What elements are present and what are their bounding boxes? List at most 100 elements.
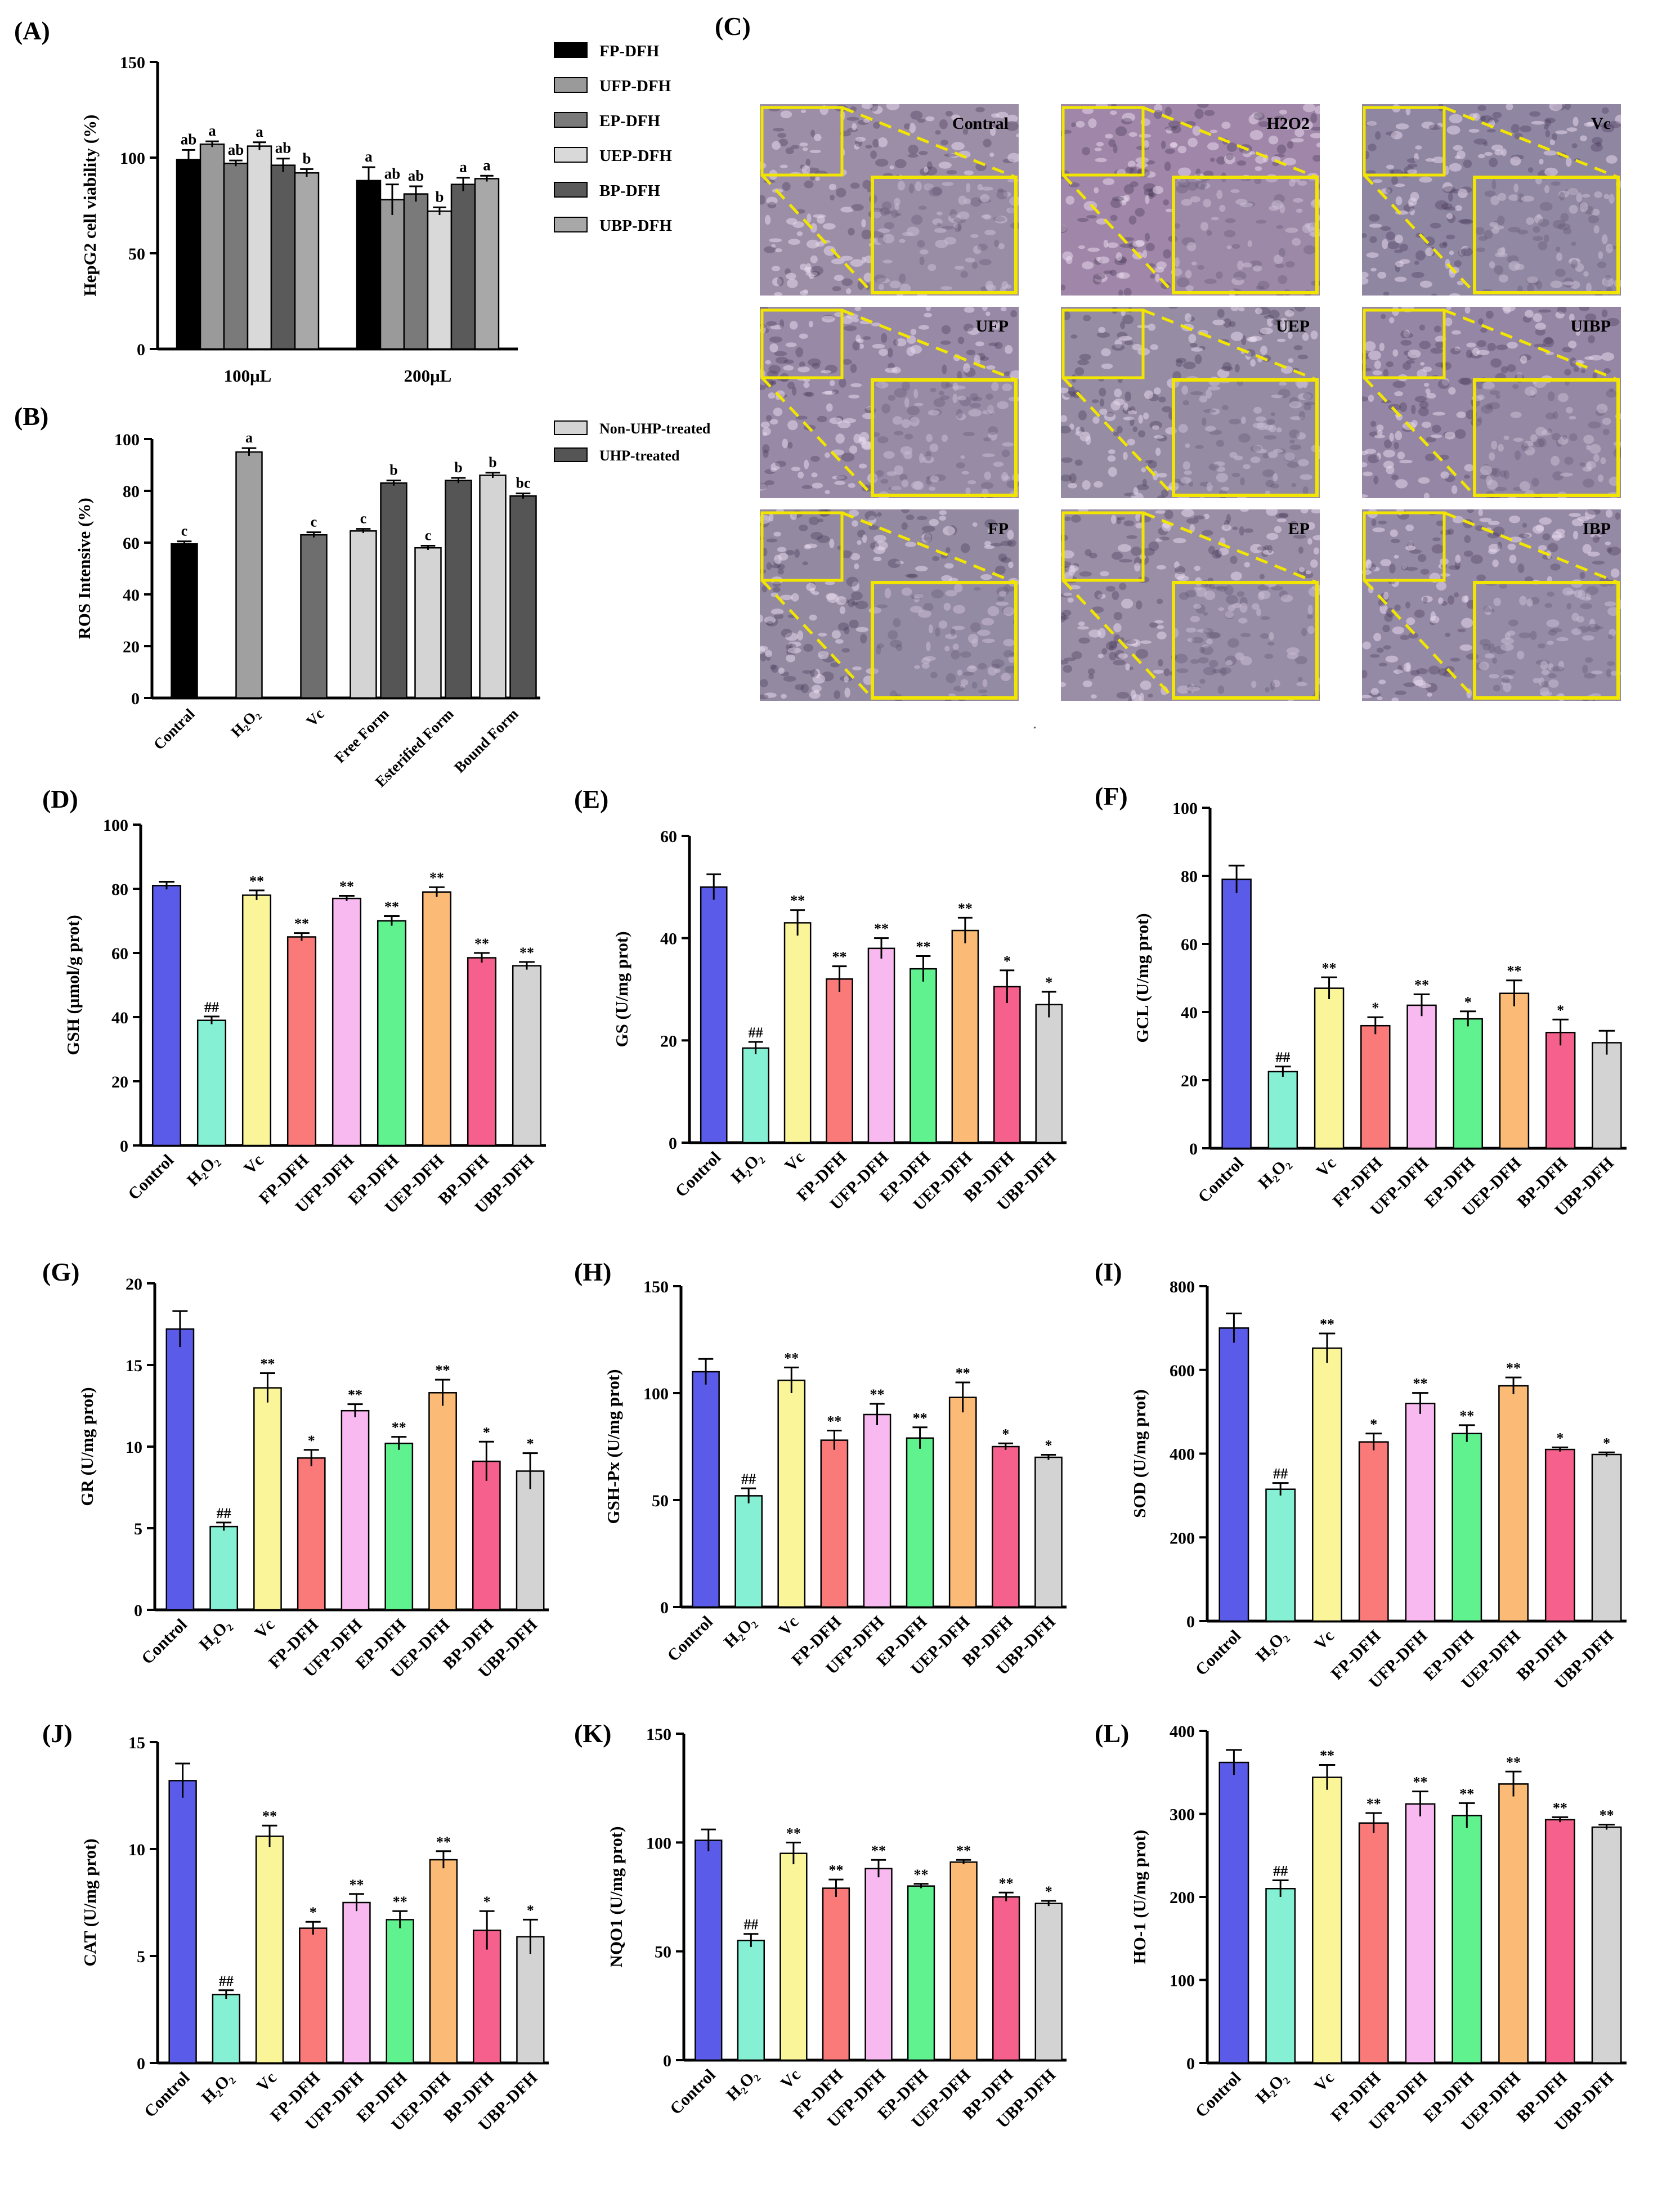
y-tick-label: 40: [123, 586, 140, 605]
significance-mark: *: [527, 1436, 534, 1452]
bar: [241, 894, 272, 1147]
y-tick-label: 150: [646, 1725, 671, 1744]
x-tick-label: Control: [124, 1151, 177, 1204]
y-tick-label: 200: [1170, 1888, 1195, 1907]
bar: [253, 1387, 282, 1611]
bar: [1265, 1888, 1296, 2064]
bar: [863, 1413, 891, 1608]
significance-mark: **: [1459, 1785, 1474, 1802]
bar: [948, 1397, 977, 1608]
significance-letter: bc: [516, 475, 531, 491]
bar: [906, 1437, 934, 1608]
bar: [777, 1379, 806, 1608]
y-tick-label: 15: [128, 1734, 145, 1752]
significance-mark: *: [1556, 1430, 1563, 1446]
significance-letter: b: [489, 454, 496, 471]
bar: [209, 1525, 239, 1611]
x-tick-label: Bound Form: [451, 705, 522, 776]
micrograph-ufp: UFP: [760, 307, 1019, 498]
bar: [822, 1887, 850, 2061]
y-tick-label: 5: [137, 1948, 145, 1966]
bar: [1498, 1385, 1529, 1622]
x-tick-label: H₂O₂: [1252, 2069, 1291, 2107]
significance-mark: **: [870, 1386, 885, 1403]
x-tick-label: Contral: [150, 705, 198, 753]
bar: [700, 886, 728, 1144]
significance-mark: **: [1506, 1754, 1521, 1770]
x-tick-label: Vc: [251, 1615, 278, 1642]
bar: [1358, 1822, 1389, 2064]
y-tick-label: 20: [1181, 1072, 1198, 1090]
y-tick-label: 0: [131, 690, 140, 708]
significance-letter: b: [389, 462, 397, 478]
x-tick-label: Control: [664, 1613, 716, 1666]
significance-mark: **: [871, 1842, 886, 1859]
y-axis-label: CAT (U/mg prot): [80, 1838, 100, 1966]
significance-mark: **: [260, 1356, 275, 1372]
significance-letter: a: [459, 159, 467, 176]
y-tick-label: 0: [1186, 2055, 1195, 2073]
micrograph-label: EP: [1288, 520, 1310, 538]
micrograph-h2o2: H2O2: [1061, 104, 1320, 296]
y-axis-label: NQO1 (U/mg prot): [606, 1827, 626, 1968]
bar: [737, 1940, 765, 2061]
significance-mark: **: [1553, 1800, 1567, 1816]
micrograph-label: Contral: [952, 114, 1009, 133]
bar: [1034, 1903, 1063, 2061]
bar: [350, 530, 377, 699]
x-tick-label: H₂O₂: [723, 2066, 761, 2105]
panel-label: (G): [42, 1257, 79, 1286]
bar: [864, 1868, 893, 2061]
x-tick-label: H₂O₂: [720, 1613, 759, 1651]
bar: [993, 986, 1021, 1144]
bar: [331, 897, 362, 1147]
y-axis-label: GCL (U/mg prot): [1132, 913, 1152, 1042]
significance-letter: c: [311, 514, 317, 530]
legend-entry: UFP-DFH: [599, 77, 671, 95]
panel-label-c: (C): [715, 12, 751, 41]
x-tick-label: Control: [1194, 1154, 1247, 1207]
bar: [1265, 1488, 1296, 1622]
significance-letter: ab: [384, 165, 401, 182]
y-tick-label: 60: [111, 945, 128, 963]
significance-mark: **: [1320, 1316, 1334, 1332]
y-axis-label: HepG2 cell viability (%): [80, 115, 100, 297]
bar: [907, 1885, 935, 2061]
x-tick-label: Vc: [781, 1148, 808, 1175]
bar: [380, 482, 407, 699]
legend-swatch: [554, 42, 588, 58]
significance-mark: **: [384, 898, 399, 915]
chart-k: (K) 0 50 100 150 NQO1 (U/mg prot) Control ## H₂O…: [574, 1719, 1067, 2132]
significance-letter: c: [425, 527, 432, 544]
bar: [1034, 1456, 1063, 1608]
y-axis-label: GSH (μmol/g prot): [63, 915, 83, 1055]
significance-mark: **: [1413, 1774, 1428, 1791]
x-tick-label: Vc: [240, 1151, 267, 1178]
y-tick-label: 400: [1170, 1722, 1195, 1741]
bar: [384, 1442, 414, 1611]
bar: [779, 1852, 808, 2061]
micrograph-label: FP: [988, 520, 1009, 538]
micrograph-label: IBP: [1582, 520, 1611, 538]
y-tick-label: 0: [137, 2055, 145, 2073]
significance-mark: **: [1600, 1807, 1614, 1824]
y-tick-label: 10: [126, 1438, 142, 1457]
bar: [223, 162, 249, 350]
significance-mark: **: [350, 1877, 364, 1893]
legend-entry: FP-DFH: [599, 42, 660, 60]
x-tick-label: Vc: [1311, 2069, 1338, 2096]
x-tick-label: H₂O₂: [1252, 1627, 1291, 1666]
x-tick-label: Control: [672, 1148, 725, 1201]
legend-entry: UHP-treated: [599, 447, 680, 464]
bar: [734, 1495, 763, 1608]
micrograph-label: UFP: [975, 317, 1009, 335]
bar: [509, 495, 537, 699]
legend-entry: UBP-DFH: [599, 217, 672, 235]
y-axis-label: GR (U/mg prot): [77, 1387, 97, 1506]
significance-mark: **: [914, 1867, 929, 1883]
micrograph-fp: FP: [760, 509, 1019, 701]
bar: [1312, 1776, 1342, 2064]
